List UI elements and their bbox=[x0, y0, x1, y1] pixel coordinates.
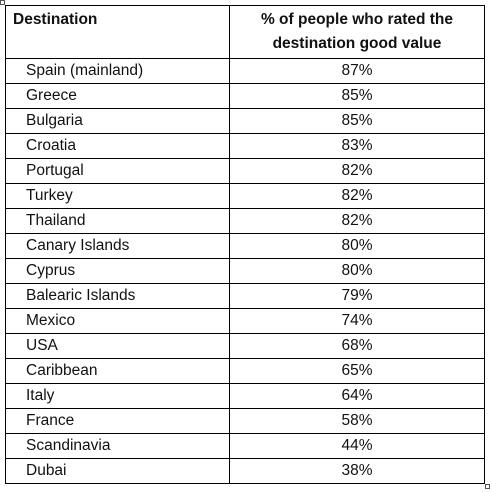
table-row: Portugal 82% bbox=[5, 158, 485, 184]
percent-cell: 68% bbox=[229, 333, 485, 359]
destination-cell: Canary Islands bbox=[5, 233, 230, 259]
percent-cell: 80% bbox=[229, 258, 485, 284]
percent-cell: 85% bbox=[229, 108, 485, 134]
table-row: Spain (mainland) 87% bbox=[5, 58, 485, 84]
percent-cell: 83% bbox=[229, 133, 485, 159]
table-row: Canary Islands 80% bbox=[5, 233, 485, 259]
table-row: Cyprus 80% bbox=[5, 258, 485, 284]
table-header-row: Destination % of people who rated the de… bbox=[5, 5, 485, 59]
destination-value-table: Destination % of people who rated the de… bbox=[5, 5, 485, 484]
destination-cell: Greece bbox=[5, 83, 230, 109]
percent-cell: 64% bbox=[229, 383, 485, 409]
destination-cell: Spain (mainland) bbox=[5, 58, 230, 84]
percent-cell: 74% bbox=[229, 308, 485, 334]
destination-cell: Mexico bbox=[5, 308, 230, 334]
table-row: Caribbean 65% bbox=[5, 358, 485, 384]
table-row: Italy 64% bbox=[5, 383, 485, 409]
table-row: Balearic Islands 79% bbox=[5, 283, 485, 309]
percent-cell: 58% bbox=[229, 408, 485, 434]
table-row: USA 68% bbox=[5, 333, 485, 359]
destination-cell: France bbox=[5, 408, 230, 434]
destination-cell: USA bbox=[5, 333, 230, 359]
destination-cell: Thailand bbox=[5, 208, 230, 234]
table-move-handle[interactable] bbox=[0, 0, 5, 5]
table-resize-handle[interactable] bbox=[485, 484, 490, 489]
percent-cell: 82% bbox=[229, 208, 485, 234]
percent-cell: 65% bbox=[229, 358, 485, 384]
percent-cell: 87% bbox=[229, 58, 485, 84]
table-row: Turkey 82% bbox=[5, 183, 485, 209]
destination-cell: Cyprus bbox=[5, 258, 230, 284]
percent-cell: 82% bbox=[229, 183, 485, 209]
destination-cell: Scandinavia bbox=[5, 433, 230, 459]
percent-cell: 80% bbox=[229, 233, 485, 259]
table-row: Croatia 83% bbox=[5, 133, 485, 159]
table-row: Scandinavia 44% bbox=[5, 433, 485, 459]
table-row: Dubai 38% bbox=[5, 458, 485, 484]
percent-cell: 44% bbox=[229, 433, 485, 459]
destination-cell: Bulgaria bbox=[5, 108, 230, 134]
destination-cell: Balearic Islands bbox=[5, 283, 230, 309]
table-row: Thailand 82% bbox=[5, 208, 485, 234]
destination-cell: Caribbean bbox=[5, 358, 230, 384]
destination-cell: Italy bbox=[5, 383, 230, 409]
header-percent-good-value: % of people who rated the destination go… bbox=[229, 5, 485, 59]
header-destination: Destination bbox=[5, 5, 230, 59]
percent-cell: 82% bbox=[229, 158, 485, 184]
destination-cell: Turkey bbox=[5, 183, 230, 209]
table-row: Bulgaria 85% bbox=[5, 108, 485, 134]
destination-cell: Croatia bbox=[5, 133, 230, 159]
percent-cell: 85% bbox=[229, 83, 485, 109]
table-row: Mexico 74% bbox=[5, 308, 485, 334]
percent-cell: 79% bbox=[229, 283, 485, 309]
percent-cell: 38% bbox=[229, 458, 485, 484]
destination-cell: Portugal bbox=[5, 158, 230, 184]
table-row: France 58% bbox=[5, 408, 485, 434]
destination-cell: Dubai bbox=[5, 458, 230, 484]
table-row: Greece 85% bbox=[5, 83, 485, 109]
